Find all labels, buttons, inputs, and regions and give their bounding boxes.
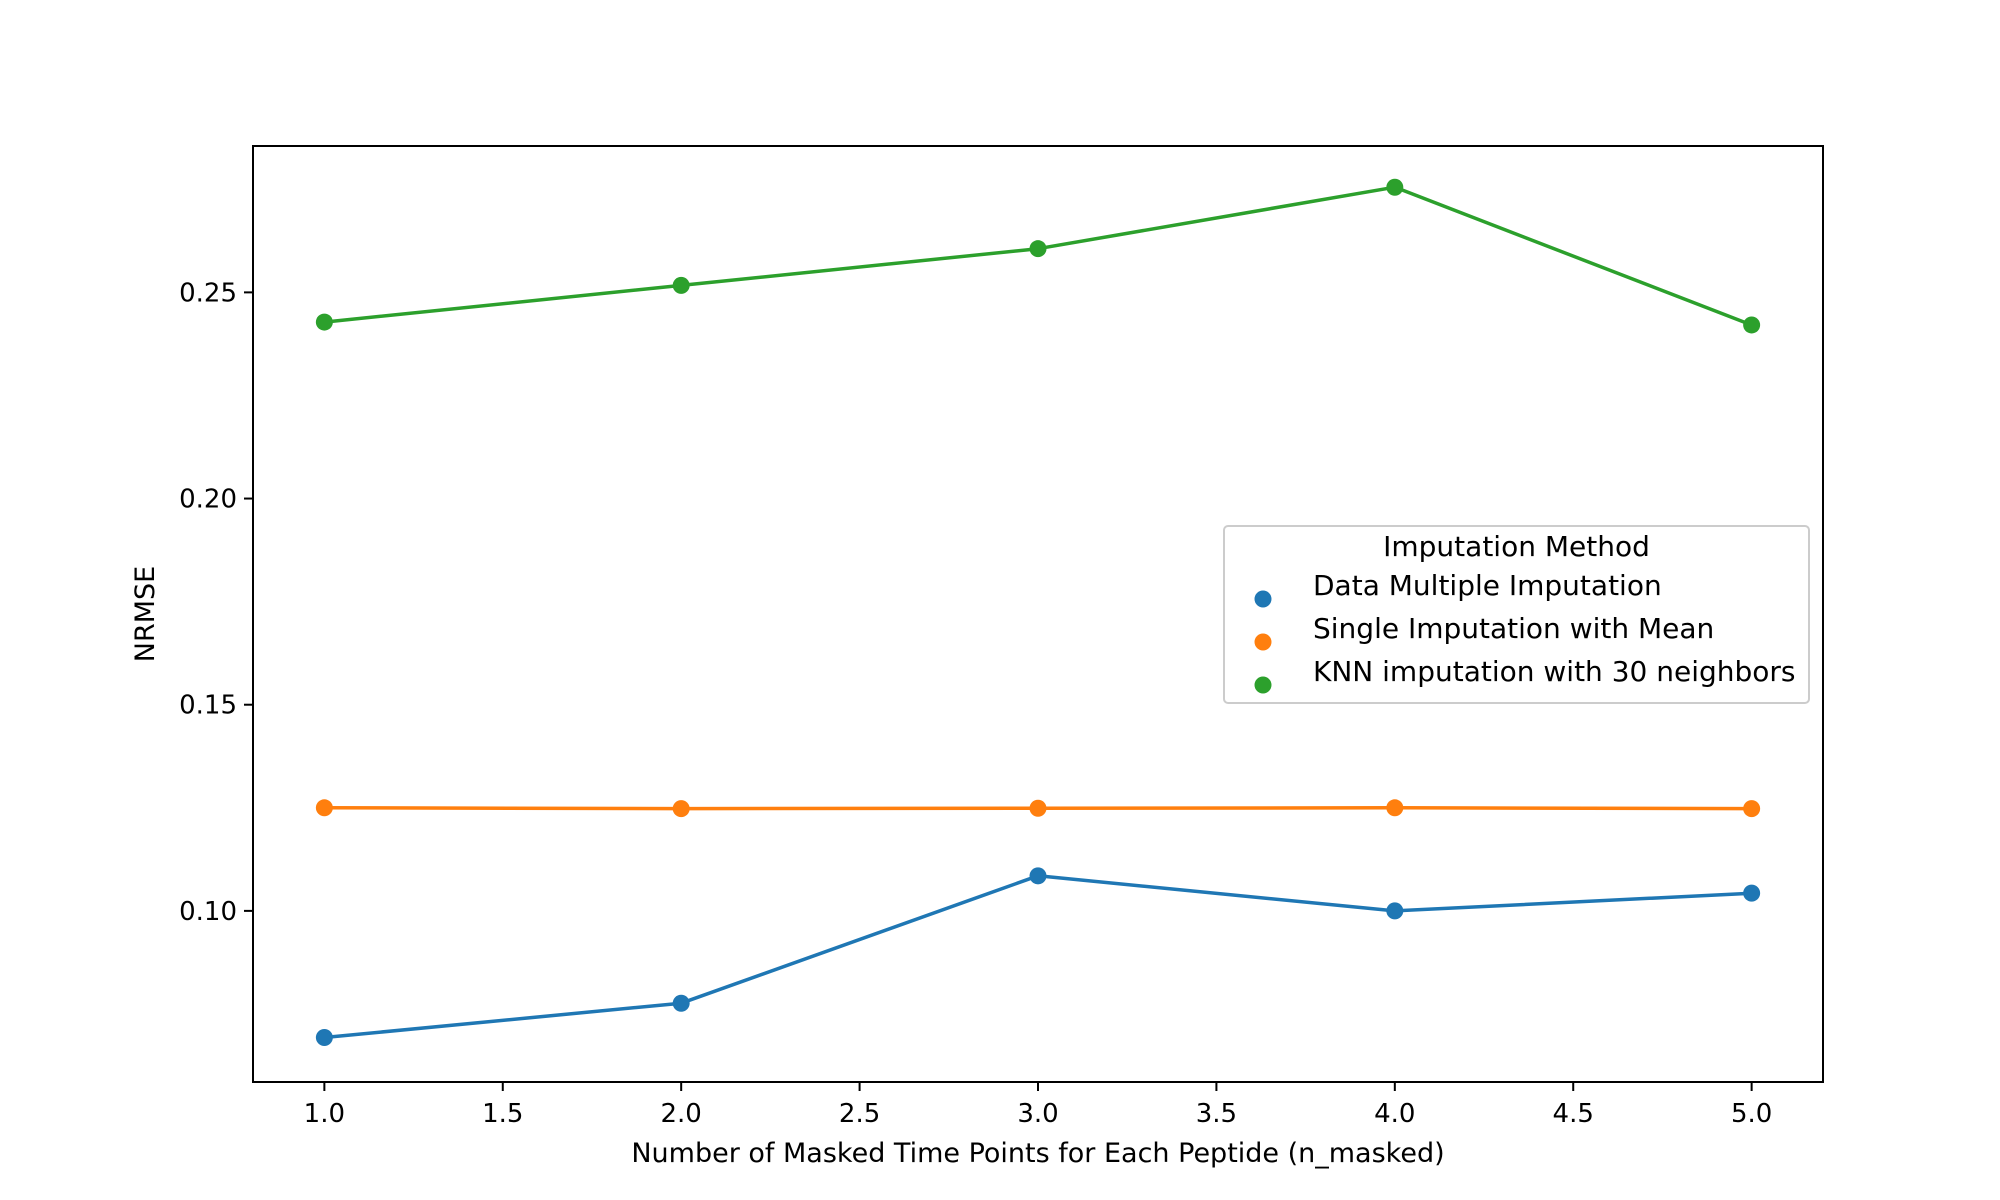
x-tick-label: 1.5 [482,1099,523,1129]
legend: Imputation Method Data Multiple Imputati… [1223,525,1810,704]
data-point [1743,316,1761,334]
x-tick-label: 3.0 [1017,1099,1058,1129]
data-point [315,313,333,331]
legend-title: Imputation Method [1383,530,1650,563]
x-tick-label: 2.5 [839,1099,880,1129]
data-point [672,800,690,818]
data-point [1743,884,1761,902]
y-tick-label: 0.15 [179,691,237,721]
legend-label: Data Multiple Imputation [1313,569,1662,602]
legend-label: Single Imputation with Mean [1313,612,1714,645]
x-tick-label: 4.0 [1374,1099,1415,1129]
x-tick-label: 2.0 [661,1099,702,1129]
y-tick-label: 0.10 [179,897,237,927]
x-tick-label: 5.0 [1731,1099,1772,1129]
legend-marker [1254,676,1272,694]
data-point [315,1028,333,1046]
data-point [1029,867,1047,885]
legend-marker [1254,633,1272,651]
series-layer [315,178,1761,1046]
data-point [672,994,690,1012]
x-axis-label: Number of Masked Time Points for Each Pe… [631,1138,1444,1169]
x-tick-label: 1.0 [304,1099,345,1129]
data-point [1029,240,1047,258]
legend-marker [1254,590,1272,608]
data-point [672,276,690,294]
data-point [1386,902,1404,920]
y-axis: 0.10 0.15 0.20 0.25 [179,278,253,927]
data-point [1386,799,1404,817]
y-axis-label: NRMSE [130,566,161,662]
y-tick-label: 0.25 [179,278,237,308]
x-axis: 1.0 1.5 2.0 2.5 3.0 3.5 4.0 4.5 5.0 [304,1082,1772,1129]
x-tick-label: 3.5 [1196,1099,1237,1129]
legend-label: KNN imputation with 30 neighbors [1313,655,1796,688]
y-tick-label: 0.20 [179,485,237,515]
data-point [1029,799,1047,817]
data-point [1743,800,1761,818]
x-tick-label: 4.5 [1553,1099,1594,1129]
legend-box [1223,525,1810,704]
data-point [1386,178,1404,196]
data-point [315,799,333,817]
